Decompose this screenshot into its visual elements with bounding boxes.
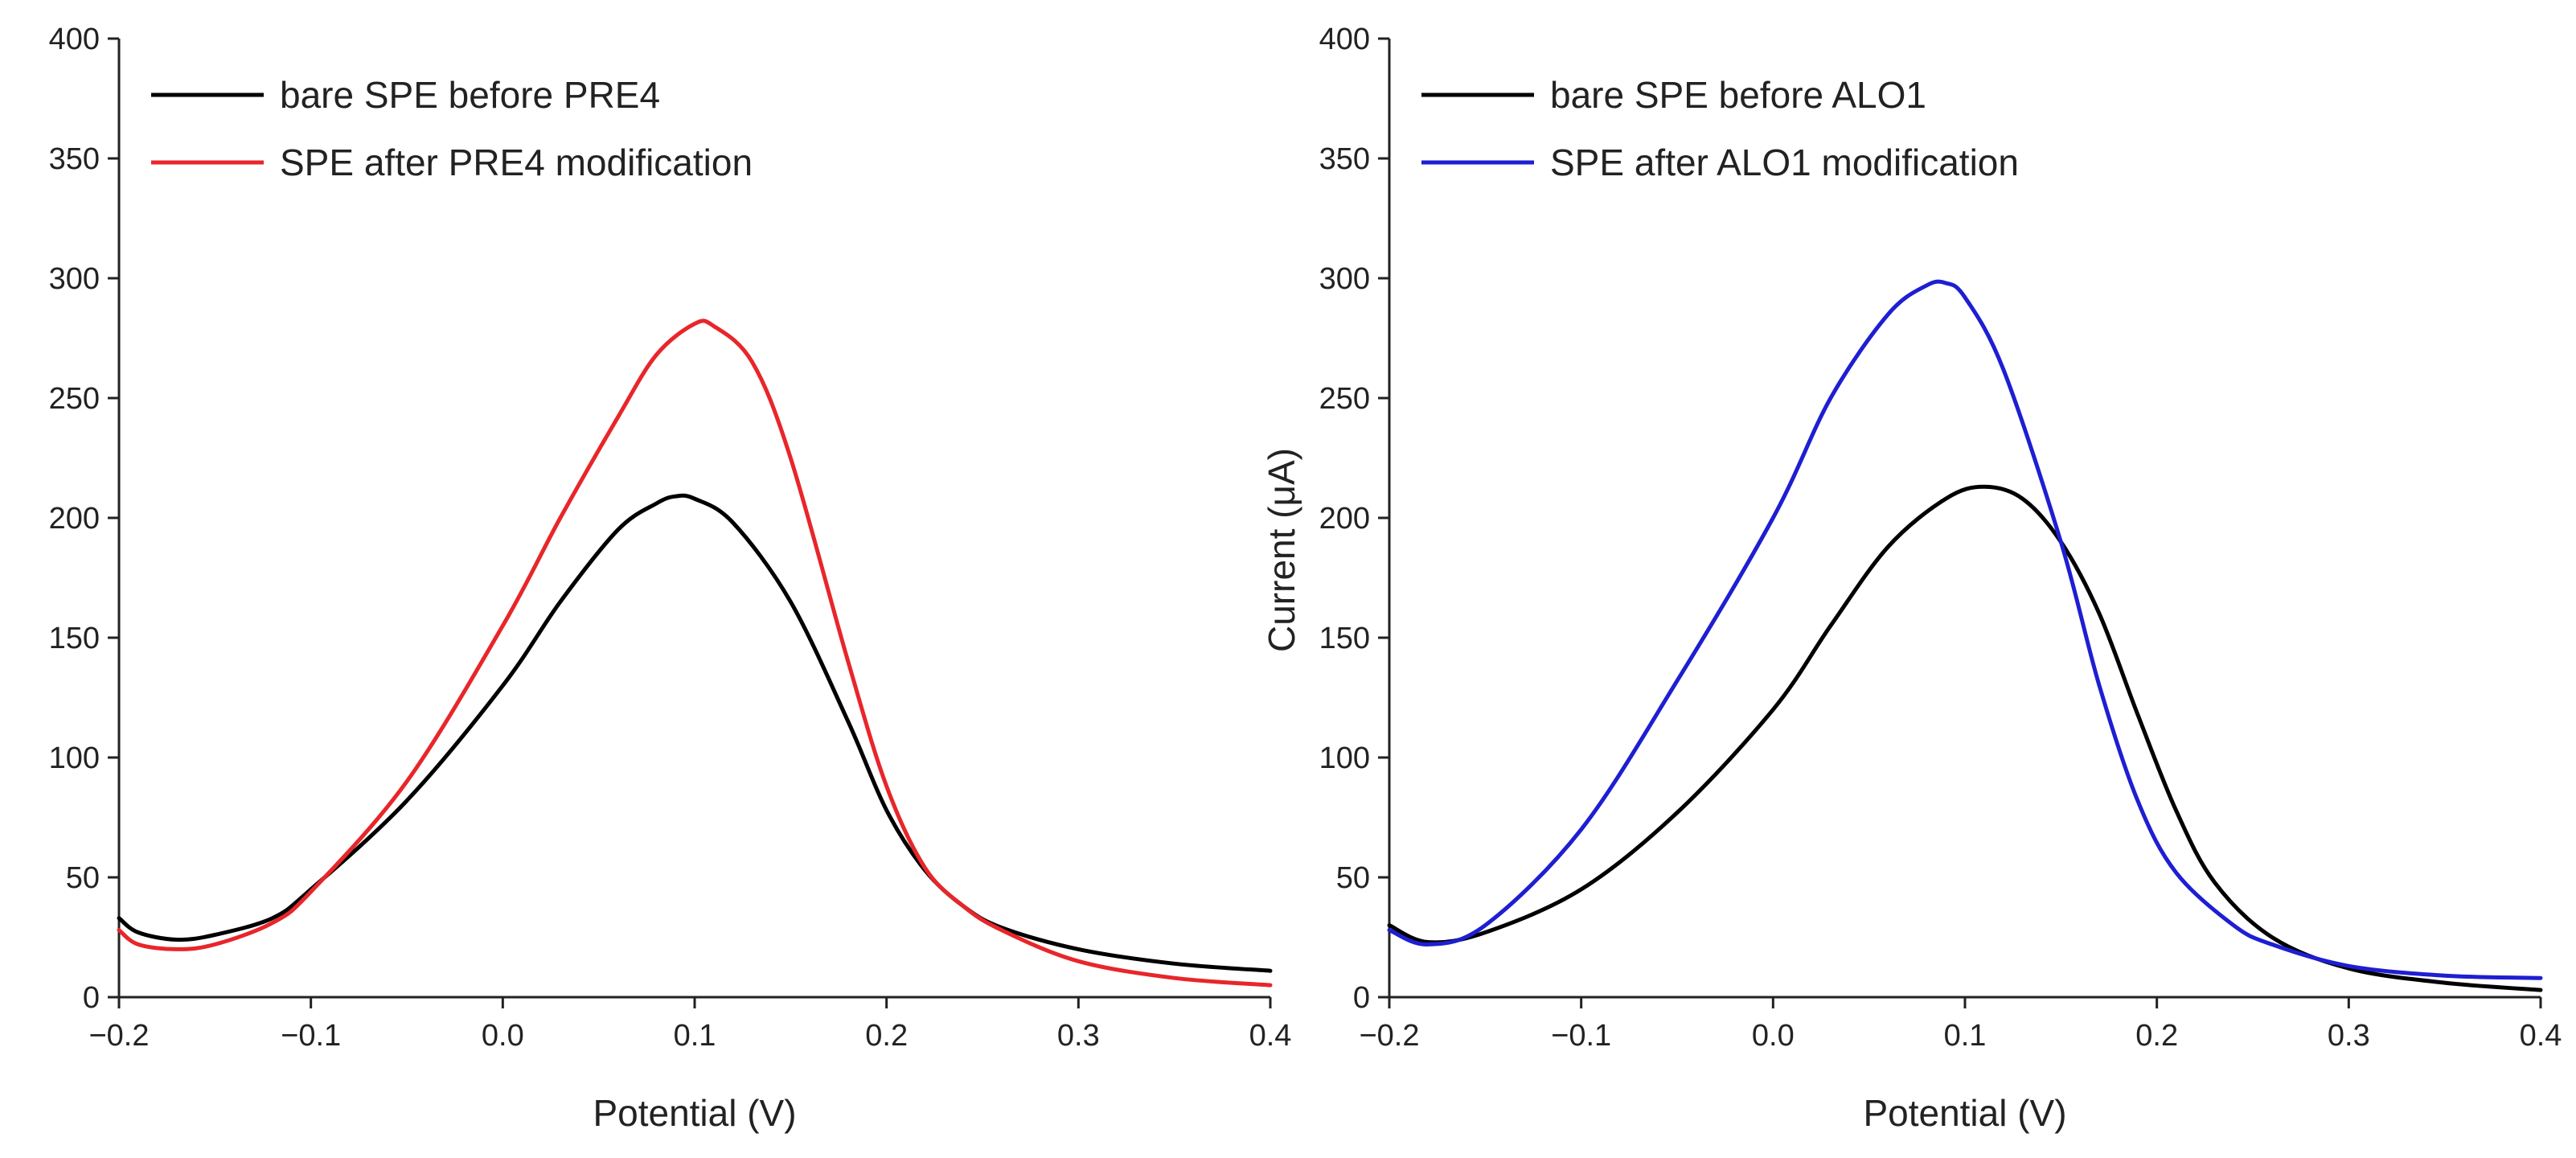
y-tick-label: 250	[49, 382, 100, 416]
x-tick-label: 0.2	[2135, 1019, 2178, 1053]
chart-panel-2: 0 50 100 150 200 250 300 350 400 −0.2 −0.1 0.0 0.1 0.…	[1261, 23, 2562, 1134]
x-axis-title: Potential (V)	[593, 1092, 796, 1134]
x-tick-label: 0.3	[1057, 1019, 1100, 1053]
y-axis-title: Current (μA)	[1261, 448, 1302, 652]
x-tick-label: 0.3	[2328, 1019, 2370, 1053]
y-tick-label: 250	[1319, 382, 1370, 416]
x-tick-label: 0.0	[482, 1019, 524, 1053]
y-tick-label: 100	[49, 741, 100, 775]
x-tick-label: 0.1	[1944, 1019, 1987, 1053]
y-tick-label: 150	[49, 622, 100, 655]
x-axis-title: Potential (V)	[1863, 1092, 2066, 1134]
series-line-2	[1387, 279, 2543, 980]
y-tick-label: 200	[1319, 502, 1370, 536]
y-tick-label: 150	[1319, 622, 1370, 655]
y-tick-label: 400	[1319, 23, 1370, 56]
x-tick-label: −0.1	[281, 1019, 341, 1053]
x-tick-label: 0.4	[2520, 1019, 2562, 1053]
y-tick-label: 350	[1319, 142, 1370, 176]
series-line-2	[117, 318, 1273, 988]
x-tick-label: 0.4	[1249, 1019, 1292, 1053]
legend-label-1: bare SPE before PRE4	[280, 74, 660, 116]
y-tick-label: 0	[83, 981, 100, 1015]
y-tick-label: 50	[1336, 861, 1370, 895]
series-line-1	[1387, 484, 2543, 992]
legend-label-1: bare SPE before ALO1	[1550, 74, 1926, 116]
y-tick-label: 0	[1353, 981, 1370, 1015]
x-tick-label: 0.2	[865, 1019, 908, 1053]
series-line-1	[117, 493, 1273, 973]
y-tick-label: 300	[1319, 262, 1370, 296]
x-tick-label: 0.1	[674, 1019, 716, 1053]
y-tick-label: 100	[1319, 741, 1370, 775]
x-tick-label: 0.0	[1752, 1019, 1795, 1053]
chart-panel-1: 0 50 100 150 200 250 300 350 400 −0.2 −0.1 0.0 0.1 0.…	[49, 23, 1292, 1134]
y-tick-label: 350	[49, 142, 100, 176]
x-tick-label: −0.1	[1551, 1019, 1611, 1053]
y-tick-label: 200	[49, 502, 100, 536]
legend-label-2: SPE after PRE4 modification	[280, 142, 753, 183]
y-tick-label: 400	[49, 23, 100, 56]
y-tick-label: 50	[66, 861, 100, 895]
y-tick-label: 300	[49, 262, 100, 296]
x-tick-label: −0.2	[88, 1019, 149, 1053]
x-tick-label: −0.2	[1359, 1019, 1419, 1053]
legend-label-2: SPE after ALO1 modification	[1550, 142, 2019, 183]
